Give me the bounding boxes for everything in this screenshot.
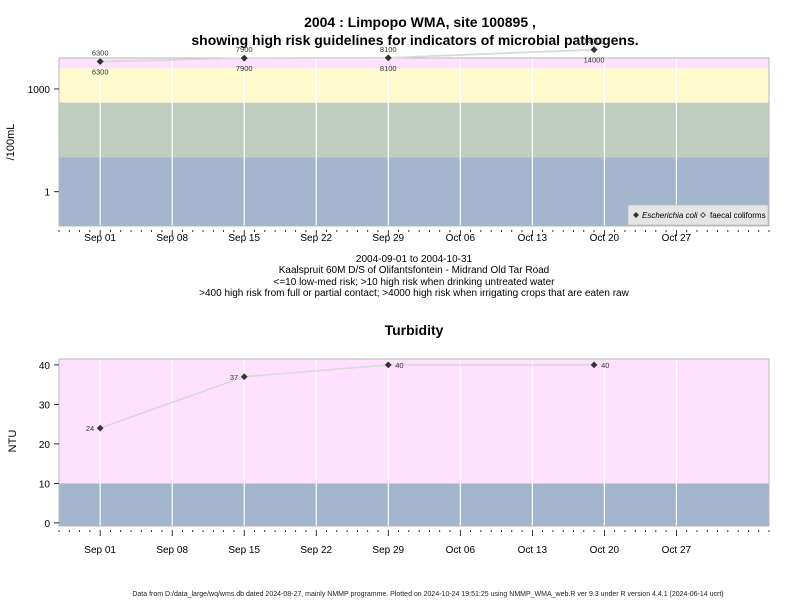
ecoli-panel: Sep 01 Sep 08 Sep 15 Sep 22 Sep 29 Oct 06 Oct … [5,37,770,244]
caption-drinking-guideline: <=10 low-med risk; >10 high risk when dr… [274,277,556,288]
ecoli-data-point [590,46,598,54]
caption-date-range: 2004-09-01 to 2004-10-31 [356,254,473,265]
ecoli-x-tick-label: Sep 01 [84,233,116,244]
turbidity-x-tick-label: Sep 29 [372,545,404,556]
turbidity-data-point [590,361,598,369]
turbidity-y-tick-label: 30 [39,400,51,411]
ecoli-data-label: 8100 [380,45,397,54]
turbidity-x-tick-label: Sep 15 [228,545,260,556]
ecoli-risk-band-2 [59,68,769,103]
chart-title-line-2: showing high risk guidelines for indicat… [191,32,638,48]
turbidity-panel: Sep 01 Sep 08 Sep 15 Sep 22 Sep 29 Oct 06 Oct … [7,358,770,556]
turbidity-data-point [240,373,248,381]
ecoli-x-tick-label: Sep 08 [156,233,188,244]
ecoli-risk-band-3 [59,58,769,69]
turbidity-x-tick-label: Sep 08 [156,545,188,556]
ecoli-risk-band-1 [59,102,769,158]
ecoli-x-tick-label: Oct 13 [518,233,548,244]
turbidity-data-label: 37 [230,373,238,382]
turbidity-data-point [384,361,392,369]
turbidity-series-line-0 [99,364,595,429]
ecoli-x-tick-label: Sep 22 [300,233,332,244]
turbidity-y-tick-label: 40 [39,361,51,372]
ecoli-data-point [96,58,104,65]
legend-faecal-marker [700,212,706,218]
legend-ecoli-label: Escherichia coli [642,211,698,220]
ecoli-data-label: 6300 [92,68,109,77]
ecoli-data-label: 8100 [380,64,397,73]
turbidity-data-label: 24 [86,424,94,433]
turbidity-x-tick-label: Oct 06 [446,545,476,556]
turbidity-data-label: 40 [601,361,609,370]
legend-ecoli-marker [633,212,639,218]
turbidity-y-tick-label: 10 [39,479,51,490]
turbidity-title: Turbidity [385,322,444,338]
turbidity-data-label: 40 [395,361,403,370]
turbidity-y-axis-label: NTU [7,430,19,453]
legend-box [627,204,769,226]
ecoli-data-point [240,54,248,62]
ecoli-y-tick-label: 1 [44,188,50,199]
ecoli-data-label: 7900 [236,45,253,54]
turbidity-x-tick-label: Oct 13 [518,545,548,556]
caption-site: Kaalspruit 60M D/S of Olifantsfontein - … [279,265,550,276]
caption-contact-guideline: >400 high risk from full or partial cont… [199,288,629,299]
turbidity-risk-band-1 [59,359,769,484]
chart-title-line-1: 2004 : Limpopo WMA, site 100895 , [304,14,536,30]
turbidity-x-tick-label: Oct 20 [590,545,620,556]
turbidity-plot-frame [58,358,770,527]
turbidity-y-tick-label: 20 [39,440,51,451]
ecoli-data-label: 14000 [584,56,605,65]
turbidity-x-tick-label: Sep 22 [300,545,332,556]
ecoli-data-label: 7900 [236,64,253,73]
ecoli-x-tick-label: Oct 27 [662,233,692,244]
turbidity-x-tick-label: Sep 01 [84,545,116,556]
ecoli-y-axis-label: /100mL [5,124,17,161]
footer-note: Data from D:/data_large/wq/wms.db dated … [132,591,723,598]
ecoli-x-tick-label: Oct 20 [590,233,620,244]
turbidity-x-tick-label: Oct 27 [662,545,692,556]
ecoli-series-line-1 [100,48,595,63]
ecoli-x-tick-label: Oct 06 [446,233,476,244]
turbidity-data-point [96,424,104,432]
legend-faecal-label: faecal coliforms [710,211,766,220]
ecoli-plot-frame [58,57,770,227]
ecoli-data-label: 6300 [92,49,109,58]
ecoli-x-tick-label: Sep 15 [228,233,260,244]
legend: Escherichia coli faecal coliforms [627,204,769,226]
ecoli-y-tick-label: 1000 [28,85,51,96]
turbidity-risk-band-0 [59,483,769,526]
ecoli-data-point [384,54,392,62]
turbidity-y-tick-label: 0 [44,519,50,530]
ecoli-data-label: 14000 [584,37,605,46]
ecoli-x-tick-label: Sep 29 [372,233,404,244]
